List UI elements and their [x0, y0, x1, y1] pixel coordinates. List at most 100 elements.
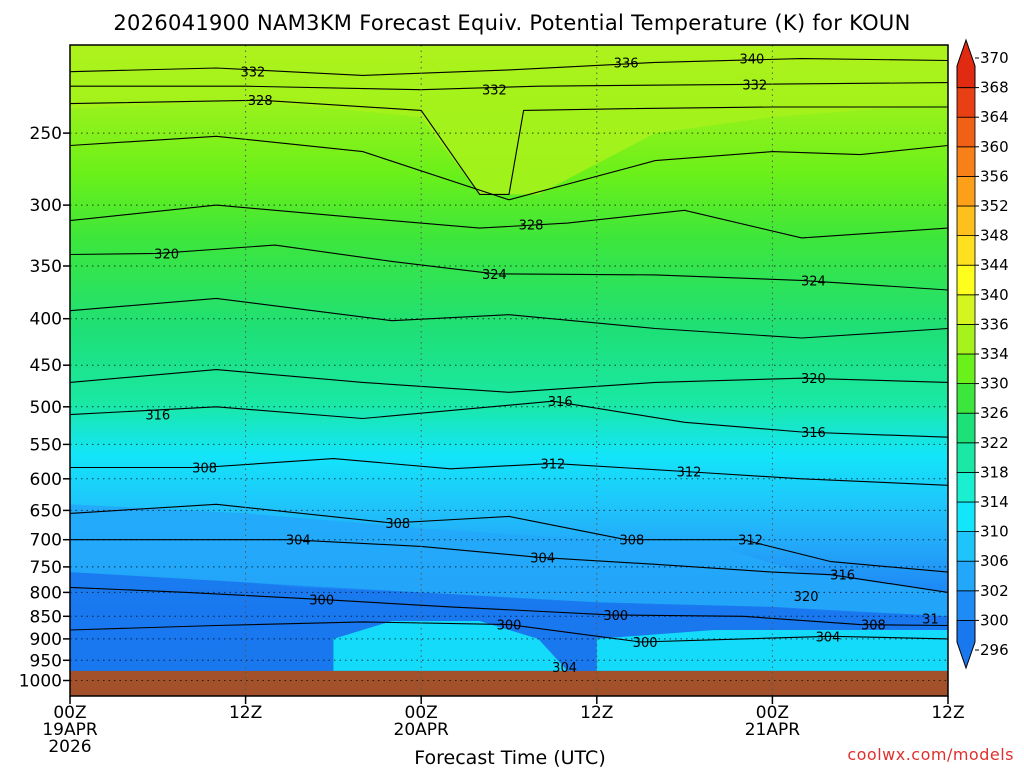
- contour-label-24: 320: [794, 590, 819, 605]
- contour-label-16: 312: [540, 457, 565, 472]
- colorbar-segment-3: [956, 531, 976, 562]
- contour-label-25: 300: [309, 593, 334, 608]
- contour-label-22: 304: [530, 551, 555, 566]
- colorbar-segment-5: [956, 471, 976, 503]
- field-band-low: [70, 572, 948, 671]
- contour-line-9: [70, 400, 948, 438]
- contour-label-14: 316: [801, 426, 826, 441]
- colorbar-segment-4: [956, 501, 976, 533]
- x-axis-label: Forecast Time (UTC): [414, 747, 605, 768]
- contour-line-6: [70, 244, 948, 291]
- colorbar-label-336: 336: [980, 315, 1009, 333]
- colorbar-label-344: 344: [980, 256, 1009, 274]
- colorbar-label-302: 302: [980, 582, 1009, 600]
- contour-label-8: 320: [154, 247, 179, 262]
- contour-label-26: 300: [603, 609, 628, 624]
- colorbar-label-370: 370: [980, 49, 1009, 67]
- colorbar-label-310: 310: [980, 523, 1009, 541]
- colorbar-segment-7: [956, 412, 976, 444]
- plot-area: 332 336 340 328 332 332 328 320 324 324 320 316 316 3…: [70, 45, 948, 696]
- contour-label-31: 304: [816, 630, 841, 645]
- y-tick-label-300: 300: [30, 196, 62, 216]
- y-tick-label-700: 700: [30, 531, 62, 551]
- contour-label-18: 308: [385, 517, 410, 532]
- colorbar-segment-13: [956, 235, 976, 266]
- contour-line-13: [70, 586, 948, 627]
- contour-line-4: [70, 135, 948, 201]
- x-tick-label-2-1: 00Z: [405, 703, 438, 723]
- colorbar-label-340: 340: [980, 286, 1009, 304]
- colorbar-label-314: 314: [980, 493, 1009, 511]
- y-tick-label-450: 450: [30, 356, 62, 376]
- field-overlays: [70, 45, 948, 671]
- colorbar-label-364: 364: [980, 108, 1009, 126]
- y-tick-label-350: 350: [30, 257, 62, 277]
- x-tick-label-0-1: 00Z: [53, 703, 86, 723]
- field-band-moist-1: [333, 621, 568, 671]
- colorbar-segment-16: [956, 146, 976, 177]
- colorbar-segment-17: [956, 116, 976, 148]
- chart-title: 2026041900 NAM3KM Forecast Equiv. Potent…: [113, 11, 910, 35]
- colorbar-label-300: 300: [980, 611, 1009, 629]
- y-tick-label-600: 600: [30, 470, 62, 490]
- colorbar-segment-8: [956, 383, 976, 414]
- contour-label-9: 324: [482, 268, 507, 283]
- colorbar-segment-18: [956, 87, 976, 118]
- contour-label-30: 300: [633, 636, 658, 651]
- y-tick-label-1000: 1000: [19, 672, 62, 692]
- contour-label-10: 324: [801, 274, 826, 289]
- contour-line-8: [70, 369, 948, 393]
- colorbar-segment-9: [956, 353, 976, 385]
- colorbar-segment-11: [956, 294, 976, 325]
- colorbar-segment-10: [956, 323, 976, 355]
- x-tick-label-5-1: 12Z: [931, 703, 964, 723]
- contour-label-17: 312: [677, 466, 702, 481]
- contour-label-27: 300: [497, 619, 522, 634]
- colorbar-label-356: 356: [980, 167, 1009, 185]
- colorbar-label-368: 368: [980, 79, 1009, 97]
- y-tick-label-950: 950: [30, 651, 62, 671]
- y-axis: 250 300 350 400 450 500 550 600 650 700 750 800 850 9…: [19, 124, 70, 692]
- field-band-upper: [70, 45, 948, 195]
- y-tick-label-250: 250: [30, 124, 62, 144]
- colorbar-label-322: 322: [980, 434, 1009, 452]
- contour-label-5: 332: [482, 84, 507, 99]
- contour-line-7: [70, 297, 948, 339]
- y-tick-label-850: 850: [30, 607, 62, 627]
- colorbar-label-318: 318: [980, 463, 1009, 481]
- plot-frame: [69, 44, 949, 697]
- contour-lines: [70, 58, 948, 643]
- contour-line-14: [70, 621, 948, 643]
- colorbar-segment-15: [956, 175, 976, 207]
- contour-label-12: 316: [548, 395, 573, 410]
- contour-line-10: [70, 458, 948, 486]
- contour-label-28: 308: [861, 619, 886, 634]
- colorbar-segment-6: [956, 442, 976, 473]
- colorbar-segment-0: [956, 619, 976, 670]
- colorbar-segment-19: [956, 38, 976, 89]
- contour-line-5: [70, 204, 948, 239]
- y-tick-label-900: 900: [30, 630, 62, 650]
- colorbar-label-360: 360: [980, 138, 1009, 156]
- colorbar-label-326: 326: [980, 404, 1009, 422]
- contour-label-7: 328: [519, 218, 544, 233]
- contour-label-13: 316: [145, 409, 170, 424]
- contour-label-4: 328: [248, 94, 273, 109]
- colorbar-label-352: 352: [980, 197, 1009, 215]
- contour-labels: 332 336 340 328 332 332 328 320 324 324 320 316 316 3…: [145, 53, 939, 676]
- x-tick-label-0-3: 2026: [48, 737, 91, 757]
- x-tick-label-4-2: 21APR: [745, 720, 801, 740]
- colorbar-label-348: 348: [980, 227, 1009, 245]
- contour-label-2: 336: [614, 56, 639, 71]
- colorbar-segment-12: [956, 264, 976, 296]
- y-tick-label-550: 550: [30, 435, 62, 455]
- x-tick-label-0-2: 19APR: [42, 720, 98, 740]
- contour-label-20: 308: [619, 534, 644, 549]
- y-tick-label-650: 650: [30, 501, 62, 521]
- colorbar-label-334: 334: [980, 345, 1009, 363]
- contour-label-29: 31: [922, 613, 939, 628]
- contour-label-21: 312: [738, 534, 763, 549]
- colorbar-segment-14: [956, 205, 976, 237]
